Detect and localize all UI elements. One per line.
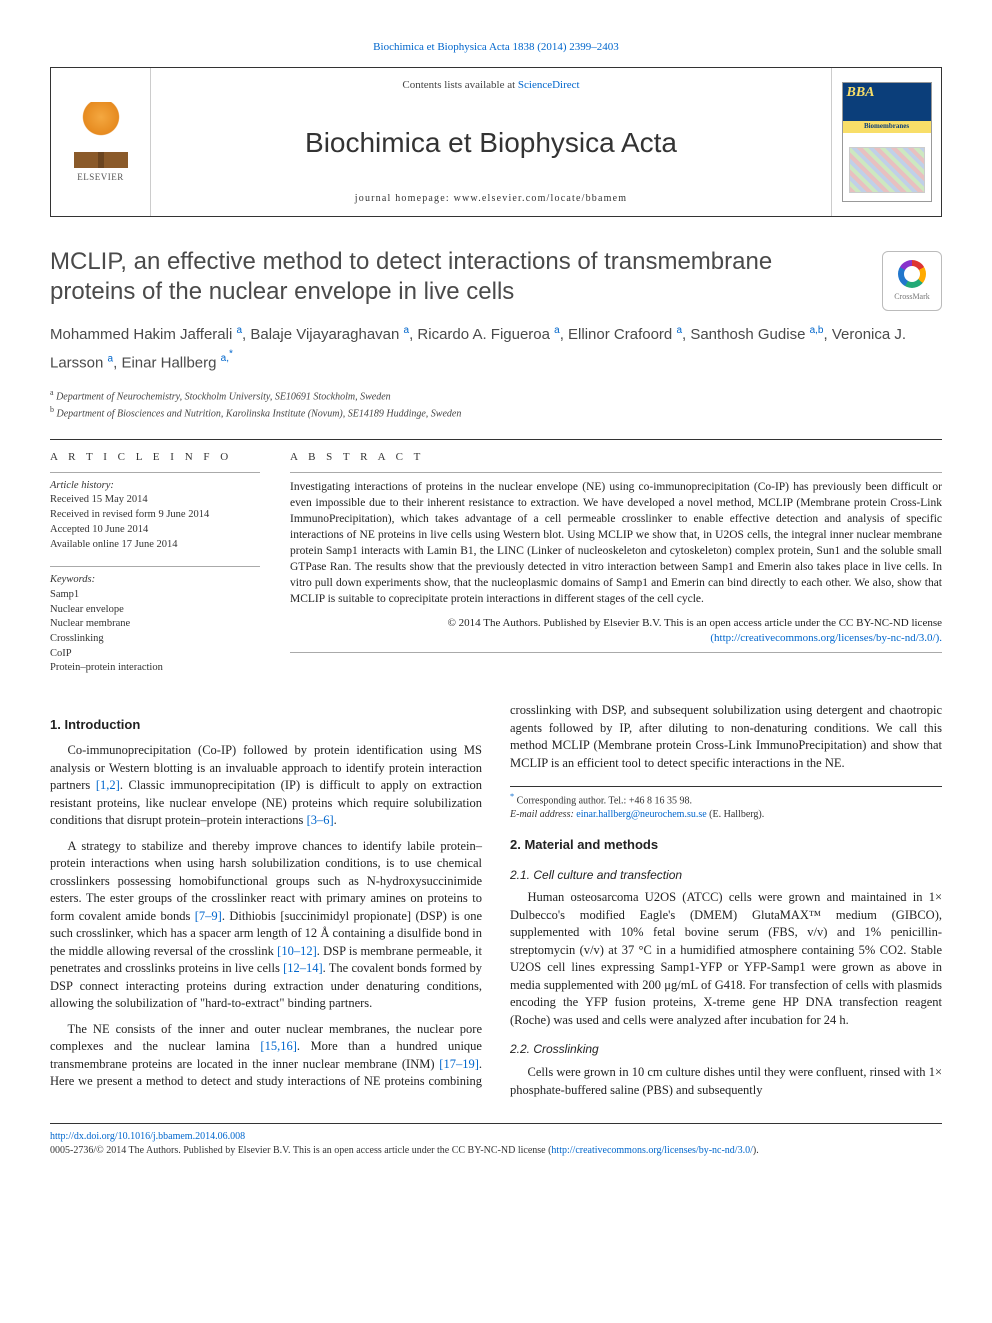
abstract-rule-bottom [290,652,942,653]
history-label: Article history: [50,479,260,494]
cover-art [849,147,925,193]
section-heading-2: 2. Material and methods [510,836,942,854]
contents-prefix: Contents lists available at [402,79,517,91]
affiliations: a Department of Neurochemistry, Stockhol… [50,387,942,422]
abstract-heading: A B S T R A C T [290,450,942,465]
subsection-heading-22: 2.2. Crosslinking [510,1041,942,1058]
corresponding-author-footnote: * Corresponding author. Tel.: +46 8 16 3… [510,786,942,822]
keyword: Crosslinking [50,632,260,647]
history-revised: Received in revised form 9 June 2014 [50,508,260,523]
keywords-label: Keywords: [50,573,260,588]
doi-link[interactable]: http://dx.doi.org/10.1016/j.bbamem.2014.… [50,1131,245,1142]
email-label: E-mail address: [510,809,574,820]
paragraph: Human osteosarcoma U2OS (ATCC) cells wer… [510,889,942,1029]
affiliation-a: a Department of Neurochemistry, Stockhol… [50,387,942,404]
sciencedirect-link[interactable]: ScienceDirect [518,79,580,91]
cover-bba-tag: BBA [847,87,875,100]
crossmark-label: CrossMark [894,291,930,302]
journal-masthead: ELSEVIER Contents lists available at Sci… [50,67,942,217]
history-accepted: Accepted 10 June 2014 [50,523,260,538]
corr-email[interactable]: einar.hallberg@neurochem.su.se [576,809,706,820]
crossmark-badge[interactable]: CrossMark [882,251,942,311]
corr-line: Corresponding author. Tel.: +46 8 16 35 … [517,795,692,806]
copyright-text: © 2014 The Authors. Published by Elsevie… [448,617,942,629]
top-citation: Biochimica et Biophysica Acta 1838 (2014… [50,40,942,55]
abstract-copyright: © 2014 The Authors. Published by Elsevie… [290,616,942,647]
keyword: CoIP [50,647,260,662]
abstract-column: A B S T R A C T Investigating interactio… [290,450,942,676]
journal-cover-thumbnail[interactable]: BBA Biomembranes [842,82,932,202]
journal-name: Biochimica et Biophysica Acta [305,123,677,162]
keyword: Nuclear membrane [50,617,260,632]
abstract-rule [290,472,942,473]
crossmark-icon [898,260,926,288]
keyword: Protein–protein interaction [50,661,260,676]
info-rule-1 [50,472,260,473]
corr-email-who: (E. Hallberg). [709,809,764,820]
paragraph: A strategy to stabilize and thereby impr… [50,838,482,1013]
contents-lists-line: Contents lists available at ScienceDirec… [402,78,579,93]
publisher-logo-cell: ELSEVIER [51,68,151,216]
cover-thumbnail-cell: BBA Biomembranes [831,68,941,216]
article-title: MCLIP, an effective method to detect int… [50,247,864,307]
homepage-url[interactable]: www.elsevier.com/locate/bbamem [454,193,628,204]
issn-copyright-line: 0005-2736/© 2014 The Authors. Published … [50,1145,551,1156]
cover-subtitle: Biomembranes [843,121,931,133]
footer-close: ). [753,1145,759,1156]
footer-license-link[interactable]: http://creativecommons.org/licenses/by-n… [551,1145,752,1156]
journal-homepage: journal homepage: www.elsevier.com/locat… [355,192,627,206]
subsection-heading-21: 2.1. Cell culture and transfection [510,867,942,884]
elsevier-tree-icon [74,102,128,168]
article-info-heading: A R T I C L E I N F O [50,450,260,465]
history-received: Received 15 May 2014 [50,493,260,508]
top-citation-link[interactable]: Biochimica et Biophysica Acta 1838 (2014… [373,41,619,53]
keyword: Samp1 [50,588,260,603]
keyword: Nuclear envelope [50,603,260,618]
keywords-block: Keywords: Samp1 Nuclear envelope Nuclear… [50,573,260,676]
history-online: Available online 17 June 2014 [50,538,260,553]
info-rule-2 [50,566,260,567]
authors-line: Mohammed Hakim Jafferali a, Balaje Vijay… [50,323,942,374]
abstract-text: Investigating interactions of proteins i… [290,479,942,608]
rule-above-info [50,439,942,440]
publisher-name: ELSEVIER [74,171,128,184]
section-heading-1: 1. Introduction [50,716,482,734]
paragraph: Cells were grown in 10 cm culture dishes… [510,1064,942,1099]
article-body: 1. Introduction Co-immunoprecipitation (… [50,702,942,1099]
paragraph: Co-immunoprecipitation (Co-IP) followed … [50,742,482,830]
article-info-column: A R T I C L E I N F O Article history: R… [50,450,260,676]
license-link[interactable]: (http://creativecommons.org/licenses/by-… [710,632,942,644]
article-history: Article history: Received 15 May 2014 Re… [50,479,260,552]
masthead-center: Contents lists available at ScienceDirec… [151,68,831,216]
homepage-prefix: journal homepage: [355,193,454,204]
affiliation-b: b Department of Biosciences and Nutritio… [50,404,942,421]
corr-star: * [510,792,514,801]
elsevier-logo[interactable]: ELSEVIER [74,102,128,184]
page-footer: http://dx.doi.org/10.1016/j.bbamem.2014.… [50,1123,942,1158]
